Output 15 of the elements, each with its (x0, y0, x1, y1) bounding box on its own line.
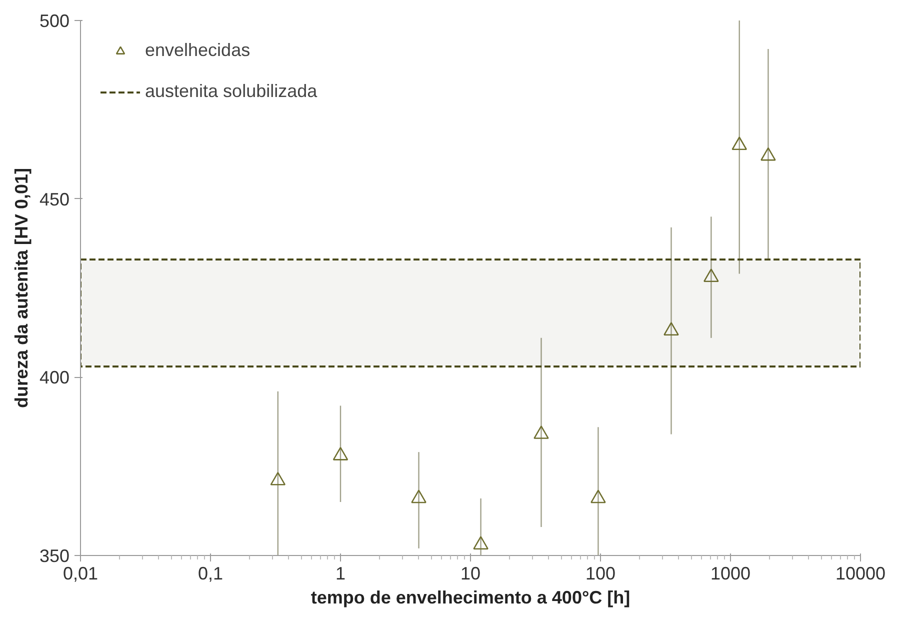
x-tick-label: 0,01 (62, 564, 98, 584)
y-tick-label: 500 (39, 11, 70, 31)
y-tick-label: 350 (39, 546, 70, 566)
legend-label: austenita solubilizada (145, 81, 318, 102)
legend-label: envelhecidas (145, 40, 250, 61)
y-tick-label: 400 (39, 368, 70, 388)
y-axis-title: dureza da autenita [HV 0,01] (11, 168, 32, 408)
x-tick-label: 100 (585, 564, 616, 584)
x-tick-label: 1 (335, 564, 346, 584)
x-axis-title: tempo de envelhecimento a 400°C [h] (310, 588, 630, 608)
x-tick-label: 0,1 (198, 564, 224, 584)
x-tick-label: 10000 (835, 564, 886, 584)
y-tick-label: 450 (39, 189, 70, 210)
x-tick-label: 10 (460, 564, 481, 584)
x-tick-label: 1000 (710, 564, 751, 584)
